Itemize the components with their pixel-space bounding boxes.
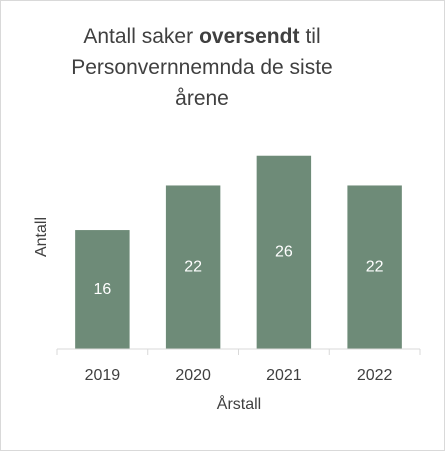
title-part: årene	[175, 87, 229, 110]
chart-title-line: Personvernnemnda de siste	[71, 56, 333, 79]
bar	[256, 155, 312, 349]
y-axis-title: Antall	[33, 217, 50, 257]
data-label: 26	[275, 244, 293, 261]
x-axis-title: Årstall	[217, 394, 261, 413]
data-label: 16	[93, 281, 111, 298]
data-label: 22	[366, 258, 384, 275]
bar	[75, 230, 130, 349]
x-tick-label: 2020	[175, 367, 211, 384]
title-part: Antall saker	[83, 25, 193, 48]
title-bold-part: oversendt	[199, 25, 299, 48]
bar	[347, 185, 402, 349]
x-tick-label: 2021	[266, 367, 302, 384]
chart-title-line: årene	[175, 87, 229, 110]
x-tick-label: 2022	[357, 367, 393, 384]
data-label: 22	[184, 258, 202, 275]
x-tick-label: 2019	[85, 367, 121, 384]
title-part: til	[305, 25, 320, 48]
chart-title-line: Antall saker oversendt til	[83, 25, 320, 48]
bar	[165, 185, 221, 349]
title-part: Personvernnemnda de siste	[71, 56, 333, 79]
